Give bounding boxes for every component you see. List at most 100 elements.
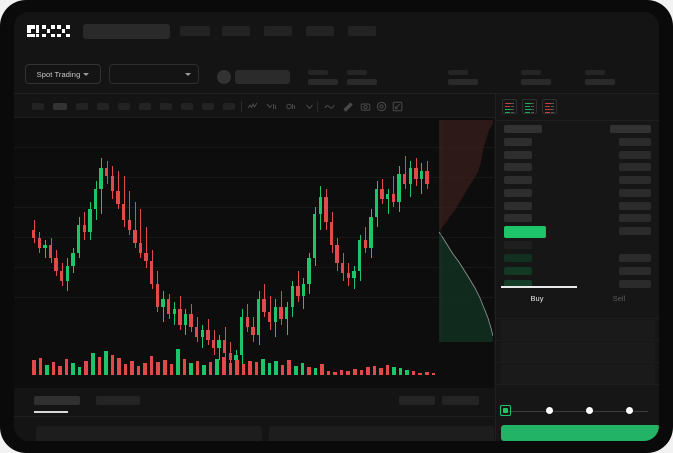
timeframe-button-6[interactable]	[139, 103, 151, 110]
volume-bar	[346, 371, 350, 375]
tab-order-history[interactable]	[96, 396, 140, 405]
orderbook-ask-price[interactable]	[504, 214, 532, 223]
candle-body	[144, 252, 148, 261]
timeframe-button-7[interactable]	[160, 103, 172, 110]
candle-body	[268, 311, 272, 322]
nav-item-5[interactable]	[348, 26, 376, 36]
timeframe-button-4[interactable]	[97, 103, 109, 110]
volume-bar	[136, 366, 141, 375]
stat-24h-change	[308, 70, 338, 85]
okx-logo[interactable]	[27, 25, 71, 39]
nav-item-1[interactable]	[180, 26, 210, 36]
timeframe-button-2[interactable]	[53, 103, 67, 110]
orderbook-last-price[interactable]	[504, 225, 546, 238]
candle-body	[234, 355, 238, 361]
orderbook-ask-price[interactable]	[504, 188, 532, 197]
submit-order-button[interactable]	[501, 425, 659, 441]
order-type-field[interactable]	[501, 320, 655, 340]
timeframe-button-3[interactable]	[76, 103, 88, 110]
orders-panel	[14, 388, 494, 441]
candle-wick	[393, 176, 395, 207]
orderbook-ask-size[interactable]	[619, 201, 651, 210]
active-tab-indicator	[34, 411, 68, 413]
fullscreen-icon[interactable]	[392, 101, 403, 112]
step-4[interactable]	[626, 407, 633, 414]
candle-wick	[140, 209, 142, 258]
timeframe-button-10[interactable]	[223, 103, 235, 110]
panel-card-left[interactable]	[36, 426, 262, 441]
orderbook-ask-size[interactable]	[619, 214, 651, 223]
candle-body	[116, 191, 120, 205]
timeframe-button-1[interactable]	[32, 103, 44, 110]
magnet-icon[interactable]	[342, 101, 353, 112]
orderbook-mode-bids[interactable]	[522, 99, 537, 114]
template-icon[interactable]	[286, 101, 297, 112]
indicator-icon[interactable]	[247, 101, 258, 112]
chevron-down-icon[interactable]	[304, 101, 315, 112]
search-input[interactable]	[83, 24, 170, 39]
line-chart-icon[interactable]	[324, 101, 335, 112]
tab-open-orders[interactable]	[34, 396, 80, 405]
candle-body	[357, 240, 362, 271]
orderbook-bid-size[interactable]	[619, 254, 651, 263]
settings-icon[interactable]	[376, 101, 387, 112]
orderbook-mode-asks[interactable]	[542, 99, 557, 114]
candle-body	[76, 224, 81, 253]
step-1[interactable]	[500, 405, 511, 416]
active-tab-indicator	[501, 286, 577, 288]
candle-body	[369, 217, 373, 248]
candle-body	[408, 168, 412, 184]
orderbook-bid-price[interactable]	[504, 279, 532, 288]
orderbook-bid-price[interactable]	[504, 254, 532, 263]
panel-action-1[interactable]	[399, 396, 435, 405]
orderbook-ask-price[interactable]	[504, 176, 532, 185]
candle-body	[133, 229, 137, 243]
amount-field[interactable]	[501, 364, 655, 384]
orderbook-ask-size[interactable]	[619, 176, 651, 185]
spot-trading-selector[interactable]: Spot Trading	[25, 64, 101, 84]
panel-card-right[interactable]	[269, 426, 494, 441]
buy-sell-tabs: Buy Sell	[496, 286, 659, 312]
orderbook-ask-price[interactable]	[504, 201, 532, 210]
orderbook-ask-size[interactable]	[619, 163, 651, 172]
chevron-down-icon	[83, 72, 90, 76]
volume-bar	[307, 367, 311, 375]
price-chart[interactable]	[14, 118, 494, 388]
camera-icon[interactable]	[360, 101, 371, 112]
tab-sell[interactable]: Sell	[612, 294, 626, 303]
step-2[interactable]	[546, 407, 553, 414]
orderbook-ask-price[interactable]	[504, 163, 532, 172]
orderbook-bid-size[interactable]	[619, 279, 651, 288]
step-3[interactable]	[586, 407, 593, 414]
orderbook-ask-price[interactable]	[504, 150, 532, 159]
tab-buy[interactable]: Buy	[530, 294, 544, 303]
timeframe-button-8[interactable]	[181, 103, 193, 110]
field-divider-3	[496, 362, 659, 363]
orderbook-ask-size[interactable]	[619, 150, 651, 159]
compare-icon[interactable]	[266, 101, 277, 112]
orderbook-bid-price[interactable]	[504, 266, 532, 275]
orderbook-mode-both[interactable]	[502, 99, 517, 114]
app-header	[14, 12, 659, 52]
field-divider-1	[496, 318, 659, 319]
panel-action-2[interactable]	[442, 396, 479, 405]
orderbook-ask-size[interactable]	[619, 188, 651, 197]
candle-body	[32, 229, 36, 238]
orderbook-ask-price[interactable]	[504, 138, 532, 146]
candle-body	[397, 173, 401, 202]
nav-item-4[interactable]	[306, 26, 334, 36]
timeframe-button-5[interactable]	[118, 103, 130, 110]
orderbook-bid-price[interactable]	[504, 241, 532, 250]
orderbook-ask-size[interactable]	[619, 138, 651, 146]
nav-item-3[interactable]	[264, 26, 292, 36]
volume-bar	[182, 359, 187, 375]
candle-body	[239, 316, 244, 356]
divider	[14, 416, 494, 417]
trading-pair-select[interactable]	[109, 64, 199, 84]
volume-bar	[274, 361, 278, 375]
candle-wick	[123, 176, 125, 228]
nav-item-2[interactable]	[222, 26, 250, 36]
price-field[interactable]	[501, 342, 655, 362]
timeframe-button-9[interactable]	[202, 103, 214, 110]
orderbook-bid-size[interactable]	[619, 266, 651, 275]
